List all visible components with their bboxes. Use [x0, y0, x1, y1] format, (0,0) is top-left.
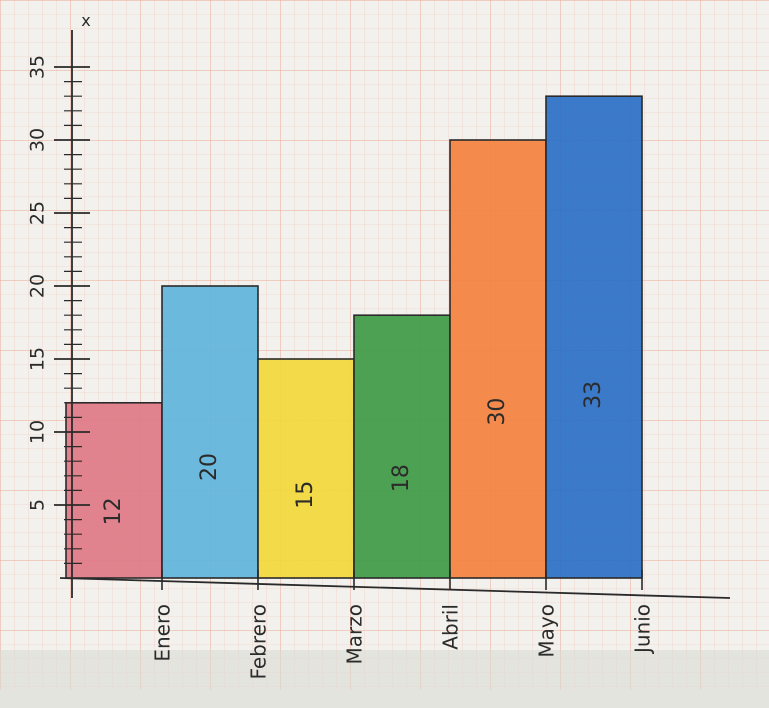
bar-febrero: [161, 285, 259, 579]
x-tick-label-febrero: Febrero: [247, 604, 271, 680]
bars-layer: [65, 95, 643, 579]
bar-value-label-marzo: 15: [293, 481, 318, 509]
bar-mayo: [449, 139, 547, 579]
y-tick-label-20: 20: [27, 274, 49, 298]
bar-value-label-mayo: 30: [485, 398, 510, 426]
x-tick-label-mayo: Mayo: [535, 604, 559, 658]
y-tick-label-35: 35: [27, 55, 49, 79]
y-tick-label-5: 5: [27, 499, 49, 511]
y-tick-label-25: 25: [27, 201, 49, 225]
bar-value-label-enero: 12: [101, 497, 126, 525]
bar-abril: [353, 314, 451, 579]
bar-value-label-febrero: 20: [197, 453, 222, 481]
bar-marzo: [257, 358, 355, 579]
y-axis-marker: x: [81, 11, 90, 30]
bar-value-label-abril: 18: [389, 464, 414, 492]
y-tick-label-10: 10: [27, 420, 49, 444]
x-tick-label-marzo: Marzo: [343, 604, 367, 664]
labels-layer: 12 Enero 20 Febrero 15 Marzo 18 Abril 30 Mayo 33 Ju…: [27, 11, 655, 680]
x-axis-line: [59, 577, 731, 599]
bottom-edge: [0, 650, 769, 708]
y-tick-label-15: 15: [27, 347, 49, 371]
bar-junio: [545, 95, 643, 579]
bar-value-label-junio: 33: [581, 381, 606, 409]
axes-layer: [54, 30, 731, 599]
x-tick-label-abril: Abril: [439, 604, 463, 650]
x-tick-label-enero: Enero: [151, 604, 175, 662]
y-tick-label-30: 30: [27, 128, 49, 152]
x-tick-label-junio: Junio: [631, 604, 655, 655]
